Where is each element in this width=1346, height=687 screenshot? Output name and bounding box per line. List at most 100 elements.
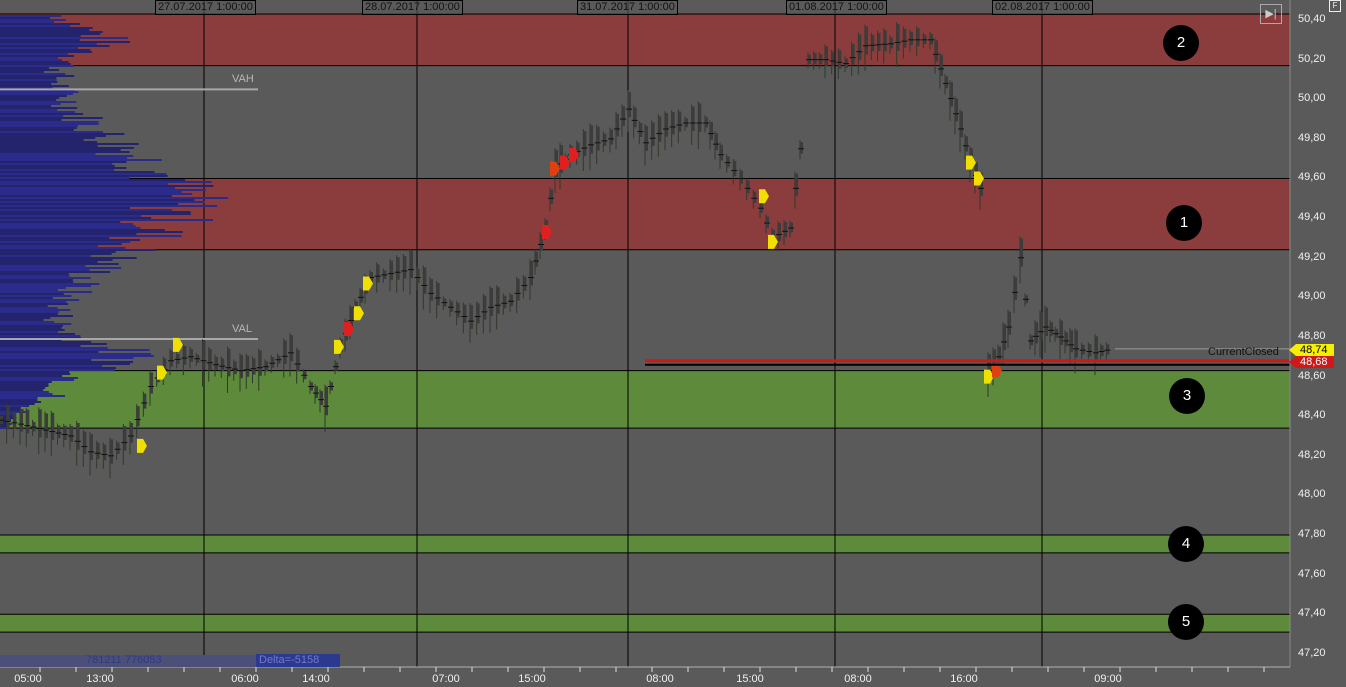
candle-footprint <box>1040 312 1043 341</box>
candle-footprint <box>910 31 913 45</box>
signal-marker <box>966 155 976 170</box>
volume-profile-bar <box>0 127 77 129</box>
volume-profile-bar <box>0 99 57 101</box>
volume-profile-bar <box>0 275 70 277</box>
candle-footprint <box>396 257 400 280</box>
volume-profile-bar <box>0 411 26 413</box>
candle-footprint <box>1045 307 1048 336</box>
volume-profile-bar <box>0 215 142 217</box>
volume-profile-bar <box>0 281 74 283</box>
volume-profile-bar <box>0 181 212 183</box>
volume-profile-bar <box>0 299 80 301</box>
candle-footprint <box>13 412 17 429</box>
candle-footprint <box>965 136 968 152</box>
volume-profile-bar <box>0 341 92 343</box>
price-tick-label: 48,80 <box>1298 329 1326 342</box>
volume-profile-bar <box>0 367 117 369</box>
volume-profile-bar <box>0 157 128 159</box>
time-tick-label: 06:00 <box>231 673 259 685</box>
volume-text: 781211 776053 <box>86 654 162 666</box>
volume-profile-bar <box>0 331 59 333</box>
candle-footprint <box>1050 322 1053 336</box>
candle-footprint <box>535 251 538 267</box>
candle-footprint <box>651 122 655 146</box>
signal-marker <box>363 276 373 291</box>
zone-1 <box>0 178 1290 250</box>
volume-profile-bar <box>0 427 10 429</box>
session-date-label: 28.07.2017 1:00:00 <box>362 0 463 15</box>
volume-profile-bar <box>0 245 98 247</box>
f-button[interactable]: F <box>1329 0 1341 12</box>
volume-profile-bar <box>0 49 91 51</box>
price-tick-label: 49,20 <box>1298 250 1326 263</box>
volume-profile-bar <box>0 265 86 267</box>
volume-profile-bar <box>0 17 51 19</box>
candle-footprint <box>510 294 513 307</box>
candle-footprint <box>130 422 133 443</box>
candle-footprint <box>208 348 212 370</box>
signal-marker <box>344 322 354 337</box>
volume-profile-bar <box>0 125 78 127</box>
volume-profile-bar <box>0 351 99 353</box>
session-date-label: 31.07.2017 1:00:00 <box>577 0 678 15</box>
zone-4 <box>0 535 1290 553</box>
volume-profile-bar <box>0 377 78 379</box>
candle-footprint <box>202 341 206 370</box>
candle-footprint <box>890 37 893 49</box>
candle-footprint <box>550 189 553 204</box>
candle-footprint <box>530 260 533 286</box>
zone-5 <box>0 614 1290 633</box>
candle-footprint <box>726 156 730 168</box>
volume-profile-bar <box>0 301 67 303</box>
volume-profile-bar <box>0 63 71 65</box>
candle-footprint <box>376 264 380 283</box>
volume-profile-bar <box>0 169 115 171</box>
volume-profile-bar <box>0 147 134 149</box>
candle-footprint <box>715 133 718 151</box>
volume-profile-bar <box>0 305 48 307</box>
candle-footprint <box>320 391 323 406</box>
volume-profile-bar <box>0 251 116 253</box>
volume-profile-bar <box>0 239 141 241</box>
candle-footprint <box>831 51 835 67</box>
signal-marker <box>157 365 167 380</box>
volume-profile-bar <box>0 329 65 331</box>
candle-footprint <box>456 302 460 318</box>
candle-footprint <box>1100 345 1104 357</box>
volume-profile-bar <box>0 231 183 233</box>
volume-profile-bar <box>0 191 182 193</box>
candle-footprint <box>1008 311 1011 335</box>
candle-footprint <box>871 34 875 52</box>
signal-marker <box>974 171 984 186</box>
candle-footprint <box>998 346 1001 363</box>
candle-footprint <box>90 434 93 461</box>
zone-number-4: 4 <box>1168 526 1204 562</box>
candle-footprint <box>950 82 953 107</box>
candle-footprint <box>1106 344 1110 355</box>
candle-footprint <box>496 287 500 314</box>
price-tick-label: 48,00 <box>1298 488 1326 501</box>
skip-to-end-icon[interactable]: ▶| <box>1260 4 1282 24</box>
volume-profile-bar <box>0 47 79 49</box>
volume-profile-bar <box>0 53 68 55</box>
volume-profile-bar <box>0 137 96 139</box>
volume-profile-bar <box>0 33 101 35</box>
volume-profile-bar <box>0 199 195 201</box>
volume-profile-bar <box>0 203 179 205</box>
time-tick-label: 15:00 <box>736 673 764 685</box>
volume-profile-bar <box>0 23 81 25</box>
candle-footprint <box>103 444 107 461</box>
volume-profile-bar <box>0 197 229 199</box>
candle-footprint <box>940 54 943 77</box>
volume-profile-bar <box>0 283 100 285</box>
volume-profile-bar <box>0 323 72 325</box>
volume-profile-bar <box>0 143 139 145</box>
volume-profile-bar <box>0 255 91 257</box>
price-tick-label: 50,40 <box>1298 13 1326 25</box>
volume-profile-bar <box>0 395 66 397</box>
volume-profile-bar <box>0 241 131 243</box>
time-tick-label: 05:00 <box>14 673 42 685</box>
candle-footprint <box>325 386 328 416</box>
candle-footprint <box>778 222 781 241</box>
